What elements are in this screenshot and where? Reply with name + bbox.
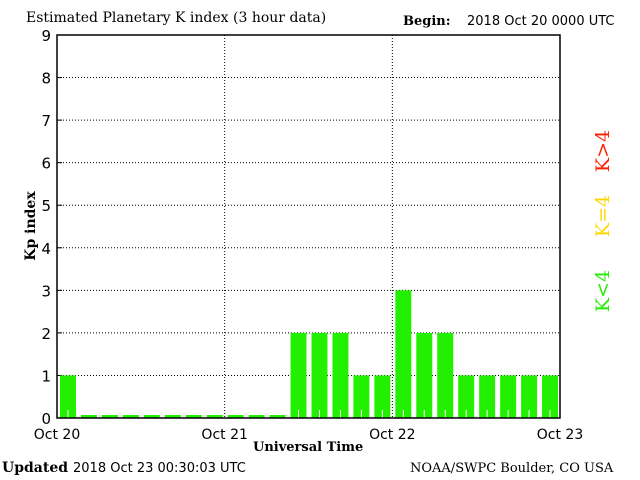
y-tick-label: 7	[41, 112, 51, 130]
kp-bar	[311, 332, 328, 418]
x-tick-label: Oct 22	[369, 427, 415, 443]
kp-bar	[332, 332, 349, 418]
updated-label: Updated	[2, 460, 69, 476]
kp-bar	[353, 375, 370, 418]
kp-bar	[269, 415, 286, 418]
y-tick-label: 0	[41, 410, 51, 428]
plot-frame	[56, 34, 561, 419]
begin-label: Begin:	[403, 14, 451, 29]
kp-bar	[416, 332, 433, 418]
x-tick-label: Oct 21	[201, 427, 247, 443]
legend-k-greater-4: K>4	[592, 129, 614, 173]
kp-bar	[521, 375, 538, 418]
kp-bar	[60, 375, 76, 418]
kp-bar	[80, 415, 97, 418]
y-tick-label: 6	[41, 155, 51, 173]
y-axis-label: Kp index	[23, 191, 39, 261]
updated-value: 2018 Oct 23 00:30:03 UTC	[73, 461, 246, 476]
kp-bar	[248, 415, 265, 418]
kp-bar	[101, 415, 118, 418]
source-label: NOAA/SWPC Boulder, CO USA	[410, 461, 614, 476]
kp-bar	[185, 415, 202, 418]
kp-bar	[290, 332, 307, 418]
y-tick-label: 9	[41, 27, 51, 45]
legend-k-equal-4: K=4	[592, 194, 614, 238]
kp-bar	[227, 415, 244, 418]
x-tick-label: Oct 20	[34, 427, 80, 443]
y-tick-label: 1	[41, 367, 51, 385]
y-tick-label: 2	[41, 325, 51, 343]
kp-bar	[395, 290, 412, 418]
kp-bar	[164, 415, 181, 418]
kp-bar	[206, 415, 223, 418]
kp-bar	[143, 415, 160, 418]
kp-bar	[122, 415, 139, 418]
kp-bar	[437, 332, 454, 418]
y-tick-label: 3	[41, 282, 51, 300]
legend-k-less-4: K<4	[592, 269, 614, 313]
x-tick-label: Oct 23	[537, 427, 583, 443]
y-tick-label: 4	[41, 240, 51, 258]
kp-bar	[458, 375, 475, 418]
begin-value: 2018 Oct 20 0000 UTC	[467, 14, 615, 29]
kp-bar	[374, 375, 391, 418]
y-tick-label: 5	[41, 197, 51, 215]
y-tick-label: 8	[41, 70, 51, 88]
kp-bar	[500, 375, 517, 418]
x-axis-label: Universal Time	[253, 440, 364, 455]
kp-bar	[542, 375, 558, 418]
kp-bar	[479, 375, 496, 418]
chart-title: Estimated Planetary K index (3 hour data…	[26, 10, 327, 26]
